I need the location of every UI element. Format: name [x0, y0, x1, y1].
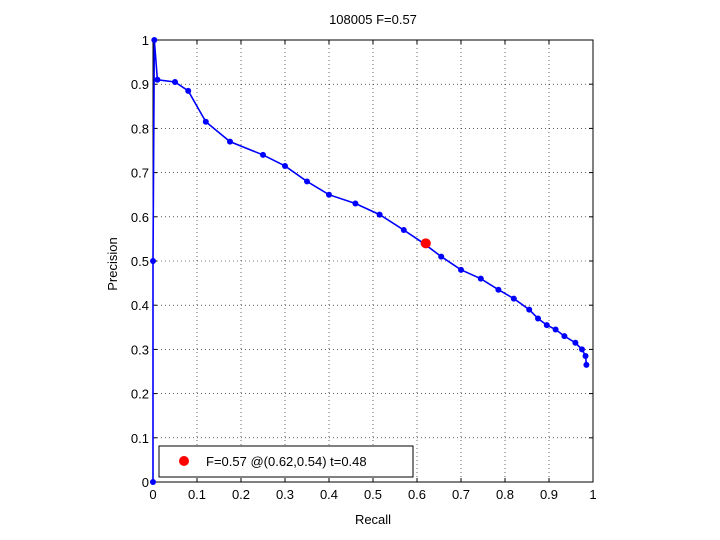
- legend-label: F=0.57 @(0.62,0.54) t=0.48: [206, 454, 367, 469]
- best-f-point: [420, 238, 431, 249]
- pr-curve-point: [510, 295, 517, 302]
- pr-curve-point: [438, 253, 445, 260]
- x-tick-label: 0.2: [232, 487, 250, 502]
- pr-curve-point: [260, 151, 266, 158]
- pr-curve-point: [458, 266, 464, 273]
- pr-curve-point: [400, 227, 407, 234]
- pr-curve-point: [304, 178, 310, 185]
- x-tick-label: 0.9: [540, 487, 558, 502]
- y-tick-label: 0.6: [131, 210, 149, 225]
- x-tick-label: 0.1: [188, 487, 206, 502]
- x-tick-label: 0.7: [452, 487, 470, 502]
- pr-curve-point: [202, 118, 209, 125]
- pr-curve-point: [154, 76, 161, 83]
- pr-curve-point: [172, 78, 178, 85]
- pr-curve-point: [227, 138, 233, 145]
- pr-curve-point: [572, 339, 579, 346]
- x-tick-label: 1: [589, 487, 596, 502]
- y-tick-label: 0.4: [131, 298, 149, 313]
- y-tick-label: 0.2: [131, 387, 149, 402]
- x-tick-label: 0.5: [364, 487, 382, 502]
- pr-curve-point: [583, 361, 590, 368]
- pr-curve-point: [282, 162, 288, 169]
- pr-curve-point: [535, 315, 541, 322]
- pr-curve-point: [543, 322, 550, 329]
- legend-box: [158, 445, 414, 478]
- y-axis-label: Precision: [105, 237, 120, 290]
- y-tick-label: 0: [142, 475, 149, 490]
- x-tick-label: 0.6: [408, 487, 426, 502]
- y-tick-label: 0.9: [131, 77, 149, 92]
- y-tick-label: 0.5: [131, 254, 149, 269]
- pr-curve-point: [352, 200, 359, 207]
- x-axis-label: Recall: [355, 512, 391, 527]
- y-tick-label: 0.1: [131, 431, 149, 446]
- x-tick-label: 0.3: [276, 487, 294, 502]
- y-tick-label: 0.3: [131, 342, 149, 357]
- y-tick-label: 0.7: [131, 166, 149, 181]
- pr-curve-point: [150, 258, 156, 264]
- x-tick-label: 0: [149, 487, 156, 502]
- x-tick-label: 0.4: [320, 487, 338, 502]
- pr-curve-point: [376, 211, 383, 218]
- chart-title: 108005 F=0.57: [329, 12, 417, 27]
- pr-curve-point: [526, 306, 533, 313]
- pr-curve-point: [579, 346, 585, 353]
- pr-curve-point: [326, 191, 332, 198]
- y-tick-label: 1: [142, 33, 149, 48]
- pr-curve-point: [582, 353, 589, 360]
- pr-curve-point: [151, 37, 158, 43]
- x-tick-label: 0.8: [496, 487, 514, 502]
- pr-curve-point: [150, 479, 156, 485]
- plot-area: 0 0.1 0.2 0.3 0.4 0.5 0.6 0.7 0.8 0.9 1 0 0.1 0.2 0.3 0…: [131, 33, 597, 502]
- y-tick-label: 0.8: [131, 121, 149, 136]
- pr-curve-point: [185, 87, 192, 94]
- pr-curve-point: [495, 286, 502, 293]
- pr-curve-point: [477, 275, 484, 282]
- legend-marker: [179, 456, 189, 466]
- pr-curve-point: [561, 333, 568, 340]
- pr-curve-point: [552, 326, 559, 333]
